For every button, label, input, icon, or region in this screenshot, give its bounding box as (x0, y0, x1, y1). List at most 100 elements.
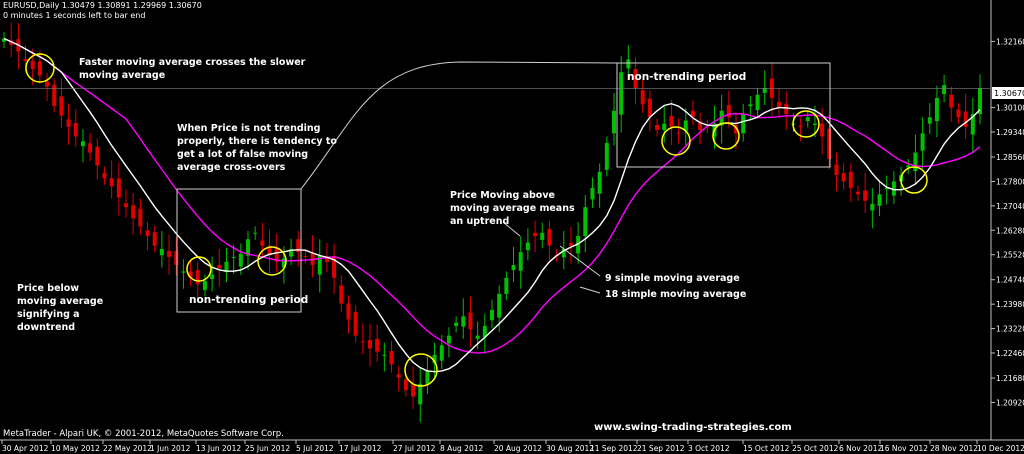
candle-body (446, 335, 451, 344)
y-tick-label: 1.21680 (996, 374, 1024, 383)
x-tick-label: 22 May 2012 (103, 444, 152, 453)
candle-body (131, 205, 136, 219)
x-tick-label: 8 Aug 2012 (440, 444, 483, 453)
candle-body (676, 132, 681, 134)
candle-body (655, 124, 660, 131)
candle-body (425, 370, 430, 384)
candle-body (482, 325, 487, 338)
candle-body (612, 110, 616, 134)
candle-body (856, 191, 860, 195)
candle-body (748, 104, 753, 107)
candle-body (202, 281, 207, 291)
candle-body (253, 232, 258, 234)
candle-body (246, 239, 250, 256)
y-tick-label: 1.22460 (996, 349, 1024, 358)
candle-body (167, 250, 172, 257)
annotation-not-trending: When Price is not trending properly, the… (177, 123, 337, 173)
crossover-circle (792, 110, 820, 138)
candle-body (777, 101, 782, 108)
candle-body (396, 374, 401, 378)
y-tick-label: 1.20920 (996, 398, 1024, 407)
crossover-circle (712, 122, 740, 150)
y-tick-label: 1.23220 (996, 325, 1024, 334)
website-text: www.swing-trading-strategies.com (594, 422, 792, 433)
y-tick-label: 1.26280 (996, 226, 1024, 235)
y-tick-label: 1.27800 (996, 177, 1024, 186)
candle-body (525, 242, 530, 251)
candle-body (949, 94, 954, 108)
candle-body (181, 271, 186, 273)
candle-body (647, 98, 652, 118)
candle-body (267, 245, 272, 256)
candle-body (102, 173, 107, 179)
candle-body (231, 256, 236, 258)
candle-body (332, 255, 337, 278)
candle-body (188, 271, 193, 278)
candle-body (461, 316, 466, 327)
candle-body (640, 90, 645, 105)
candle-body (490, 309, 494, 321)
candle-body (37, 61, 42, 76)
candle-body (920, 133, 925, 151)
candle-body (389, 351, 394, 365)
candle-body (66, 119, 71, 127)
x-tick-label: 21 Sep 2012 (637, 444, 685, 453)
candle-body (698, 121, 703, 131)
candle-body (339, 285, 344, 304)
annotation-downtrend: Price below moving average signifying a … (17, 283, 104, 333)
candle-body (568, 243, 573, 246)
x-tick-label: 16 Nov 2012 (880, 444, 928, 453)
x-tick-label: 30 Aug 2012 (546, 444, 594, 453)
candle-body (812, 123, 817, 125)
candle-body (411, 384, 416, 397)
candle-body (863, 190, 868, 201)
candle-body (360, 341, 365, 343)
candle-body (662, 123, 667, 131)
non-trending-box-1 (176, 188, 302, 313)
candle-body (884, 187, 889, 189)
current-price-label-bg (992, 87, 1024, 99)
candle-body (741, 114, 746, 134)
candle-body (145, 230, 150, 237)
candle-body (540, 232, 545, 240)
candle-body (439, 345, 444, 361)
candle-body (834, 164, 839, 176)
candle-body (468, 312, 473, 330)
callout-line-ma18 (579, 286, 601, 294)
candle-body (913, 152, 918, 172)
candle-body (827, 128, 832, 159)
copyright-text: MetaTrader - Alpari UK, © 2001-2012, Met… (3, 429, 284, 439)
callout-line-above (502, 221, 521, 237)
candle-body (59, 96, 64, 116)
candle-body (475, 335, 480, 339)
candle-body (683, 120, 688, 132)
x-tick-label: 1 Jun 2012 (150, 444, 191, 453)
x-tick-label: 15 Oct 2012 (743, 444, 790, 453)
candle-body (626, 59, 631, 69)
candle-body (317, 255, 322, 275)
ma18-line (3, 37, 981, 354)
candle-body (533, 232, 538, 237)
y-axis-ticks: 1.32160 1.30100 1.29340 1.28560 1.27800 1.270… (991, 37, 1024, 407)
candle-body (109, 178, 114, 187)
annotation-ma18: 18 simple moving average (605, 289, 747, 300)
candle-body (353, 311, 358, 336)
candle-body (116, 178, 121, 198)
crossover-circle (25, 53, 55, 83)
crossover-circle (186, 256, 212, 282)
annotation-uptrend: Price Moving above moving average means … (450, 190, 575, 227)
candle-body (576, 236, 581, 254)
candle-body (432, 354, 437, 364)
non-trending-label-1: non-trending period (189, 294, 309, 306)
candle-body (52, 84, 57, 106)
candle-body (942, 85, 947, 95)
y-tick-label: 1.32160 (996, 37, 1024, 46)
symbol-info: EURUSD,Daily 1.30479 1.30891 1.29969 1.3… (3, 1, 202, 10)
candle-body (518, 252, 523, 271)
x-tick-label: 10 May 2012 (51, 444, 100, 453)
candle-body (604, 142, 609, 170)
candle-body (906, 165, 911, 168)
candle-body (346, 303, 351, 320)
